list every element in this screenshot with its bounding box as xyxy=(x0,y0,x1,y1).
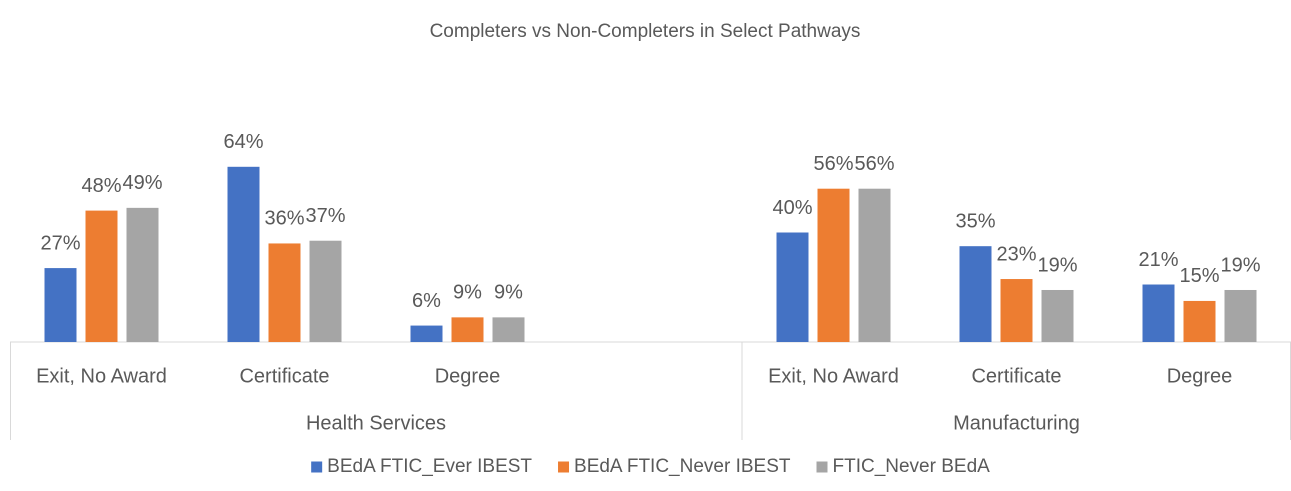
bar xyxy=(858,188,891,342)
bar xyxy=(1183,300,1216,342)
legend-label: BEdA FTIC_Never IBEST xyxy=(574,456,791,477)
bar xyxy=(268,243,301,342)
bar xyxy=(1224,289,1257,342)
bar xyxy=(44,268,77,342)
bar xyxy=(1142,284,1175,342)
data-label: 35% xyxy=(955,210,995,232)
data-label: 56% xyxy=(854,153,894,175)
data-label: 27% xyxy=(40,232,80,254)
group-label: Health Services xyxy=(306,412,446,434)
data-label: 49% xyxy=(122,172,162,194)
x-tick-label: Degree xyxy=(435,365,501,387)
data-label: 48% xyxy=(81,175,121,197)
data-label: 21% xyxy=(1138,249,1178,271)
x-tick-label: Certificate xyxy=(971,365,1061,387)
legend-label: FTIC_Never BEdA xyxy=(832,456,990,477)
chart-title: Completers vs Non-Completers in Select P… xyxy=(430,21,861,42)
data-label: 37% xyxy=(305,205,345,227)
data-label: 6% xyxy=(412,290,441,312)
bar xyxy=(1000,279,1033,342)
legend-label: BEdA FTIC_Ever IBEST xyxy=(327,456,532,477)
bar xyxy=(817,188,850,342)
data-label: 19% xyxy=(1037,254,1077,276)
data-label: 40% xyxy=(772,197,812,219)
bar xyxy=(227,166,260,342)
data-label: 9% xyxy=(453,282,482,304)
bar xyxy=(1041,289,1074,342)
bar xyxy=(126,207,159,342)
x-tick-label: Certificate xyxy=(239,365,329,387)
data-label: 23% xyxy=(996,243,1036,265)
bar xyxy=(492,317,525,342)
x-tick-label: Exit, No Award xyxy=(768,365,899,387)
data-label: 36% xyxy=(264,208,304,230)
data-label: 64% xyxy=(223,131,263,153)
legend-swatch xyxy=(558,461,570,473)
data-label: 9% xyxy=(494,282,523,304)
x-tick-label: Exit, No Award xyxy=(36,365,167,387)
x-tick-label: Degree xyxy=(1167,365,1233,387)
bar xyxy=(410,325,443,342)
bar xyxy=(85,210,118,342)
group-label: Manufacturing xyxy=(953,412,1080,434)
legend-swatch xyxy=(816,461,828,473)
data-label: 19% xyxy=(1220,254,1260,276)
data-label: 15% xyxy=(1179,265,1219,287)
legend-swatch xyxy=(311,461,323,473)
bar xyxy=(959,246,992,342)
bar xyxy=(776,232,809,342)
bar xyxy=(451,317,484,342)
bar xyxy=(309,240,342,342)
data-label: 56% xyxy=(813,153,853,175)
